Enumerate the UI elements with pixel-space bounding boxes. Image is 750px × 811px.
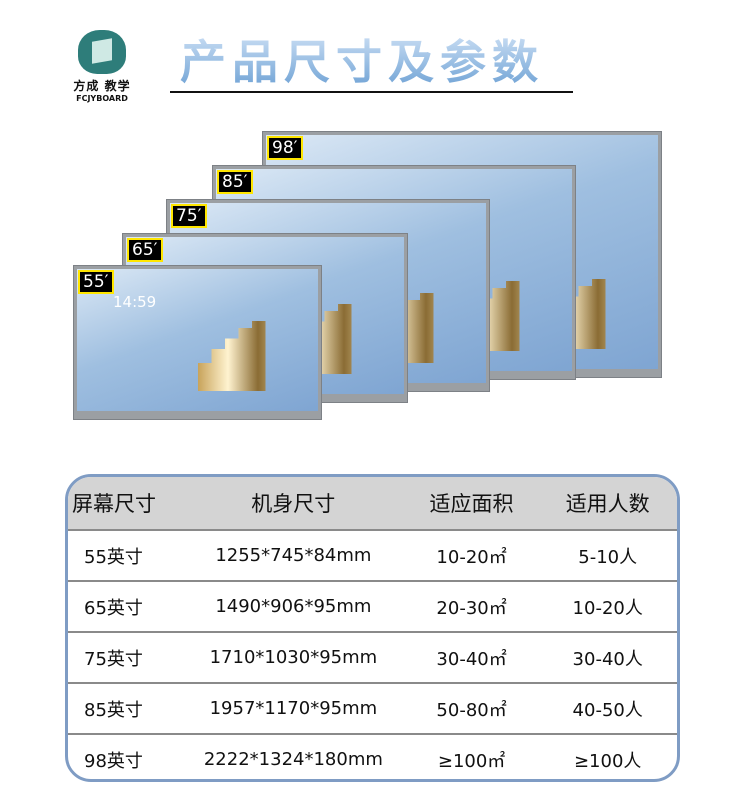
table-cell: 85英寸 xyxy=(84,699,143,721)
table-cell: 1255*745*84mm xyxy=(215,545,372,566)
table-cell: ≥100人 xyxy=(573,750,642,772)
table-cell: 1710*1030*95mm xyxy=(209,647,378,668)
table-cell: 75英寸 xyxy=(84,648,143,670)
title-divider xyxy=(170,91,573,93)
table-row: 75英寸 1710*1030*95mm 30-40㎡ 30-40人 xyxy=(68,631,677,682)
brand-name-en: FCJYBOARD xyxy=(76,94,128,103)
table-cell: 10-20㎡ xyxy=(436,546,507,568)
screen-clock: 14:59 xyxy=(113,293,157,311)
logo-icon xyxy=(78,30,126,74)
table-cell: 40-50人 xyxy=(572,699,643,721)
header-cell: 机身尺寸 xyxy=(251,492,336,516)
table-header: 屏幕尺寸 机身尺寸 适应面积 适用人数 xyxy=(68,477,677,529)
table-cell: 1957*1170*95mm xyxy=(209,698,378,719)
size-label: 75′ xyxy=(171,204,207,228)
table-row: 65英寸 1490*906*95mm 20-30㎡ 10-20人 xyxy=(68,580,677,631)
table-cell: 65英寸 xyxy=(84,597,143,619)
page-title: 产品尺寸及参数 xyxy=(180,26,544,92)
table-row: 98英寸 2222*1324*180mm ≥100㎡ ≥100人 xyxy=(68,733,677,779)
table-cell: 30-40㎡ xyxy=(436,648,507,670)
size-label: 55′ xyxy=(78,270,114,294)
table-cell: 2222*1324*180mm xyxy=(203,749,383,770)
size-label: 85′ xyxy=(217,170,253,194)
table-row: 55英寸 1255*745*84mm 10-20㎡ 5-10人 xyxy=(68,529,677,580)
table-cell: 10-20人 xyxy=(572,597,643,619)
table-row: 85英寸 1957*1170*95mm 50-80㎡ 40-50人 xyxy=(68,682,677,733)
table-cell: 1490*906*95mm xyxy=(215,596,372,617)
table-cell: 5-10人 xyxy=(578,546,638,568)
brand-name-cn: 方成 教学 xyxy=(73,79,131,93)
size-label: 98′ xyxy=(267,136,303,160)
table-cell: 55英寸 xyxy=(84,546,143,568)
header-cell: 屏幕尺寸 xyxy=(72,492,156,516)
table-cell: 50-80㎡ xyxy=(436,699,507,721)
brand-logo: 方成 教学 FCJYBOARD xyxy=(70,30,134,103)
table-cell: 20-30㎡ xyxy=(436,597,507,619)
size-label: 65′ xyxy=(127,238,163,262)
table-cell: 98英寸 xyxy=(84,750,143,772)
header-cell: 适用人数 xyxy=(565,492,650,516)
header-cell: 适应面积 xyxy=(429,492,514,516)
spec-table: 屏幕尺寸 机身尺寸 适应面积 适用人数 55英寸 1255*745*84mm 10-… xyxy=(65,474,680,782)
table-cell: ≥100㎡ xyxy=(437,750,506,772)
table-cell: 30-40人 xyxy=(572,648,643,670)
monitor-55: 14:59 55′ xyxy=(73,265,322,420)
